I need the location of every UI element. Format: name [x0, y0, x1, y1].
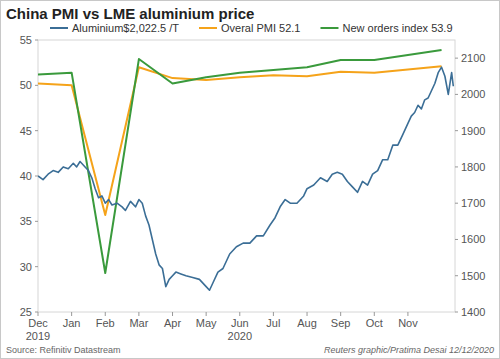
x-tick-label: Sep — [331, 317, 351, 329]
legend-label: Overal PMI 52.1 — [221, 22, 300, 34]
y2-tick-label: 2100 — [461, 52, 485, 64]
source: Source: Refinitiv Datastream — [6, 345, 121, 355]
x-tick-label: May — [196, 317, 217, 329]
plot-frame — [38, 40, 455, 312]
y2-tick — [455, 312, 458, 313]
y-tick-label: 35 — [20, 215, 32, 227]
y2-tick — [455, 239, 458, 240]
credit: Reuters graphic/Pratima Desai 12/12/2020 — [324, 345, 494, 355]
x-tick-label: Jun — [231, 317, 249, 329]
x-tick-label: Jan — [63, 317, 81, 329]
x-tick — [105, 312, 106, 316]
x-tick-label: Apr — [164, 317, 181, 329]
legend-swatch — [50, 27, 68, 29]
y2-tick-label: 1800 — [461, 161, 485, 173]
y2-tick — [455, 166, 458, 167]
y2-tick-label: 1500 — [461, 270, 485, 282]
x-tick-label: Aug — [297, 317, 317, 329]
legend-label: Aluminium$2,022.5 /T — [72, 22, 179, 34]
legend: Aluminium$2,022.5 /T Overal PMI 52.1 New o… — [50, 22, 453, 34]
x-tick — [239, 312, 240, 316]
y2-tick-label: 1700 — [461, 197, 485, 209]
y-tick-label: 40 — [20, 170, 32, 182]
y-tick-label: 45 — [20, 125, 32, 137]
x-tick-label: Nov — [398, 317, 418, 329]
legend-swatch — [320, 27, 338, 29]
series-line — [38, 67, 453, 290]
x-tick — [340, 312, 341, 316]
title: China PMI vs LME aluminium price — [6, 5, 254, 22]
y-tick — [35, 40, 38, 41]
y2-tick — [455, 130, 458, 131]
y2-tick — [455, 275, 458, 276]
border — [1, 1, 500, 359]
y2-tick-label: 1900 — [461, 125, 485, 137]
year-label: 2019 — [26, 330, 50, 342]
y2-tick-label: 1600 — [461, 233, 485, 245]
x-tick-label: Feb — [96, 317, 115, 329]
x-tick — [38, 312, 39, 316]
y2-tick — [455, 94, 458, 95]
y-tick — [35, 266, 38, 267]
legend-swatch — [199, 27, 217, 29]
x-tick-label: Dec — [28, 317, 48, 329]
year-label: 2020 — [228, 330, 252, 342]
y-tick-label: 55 — [20, 34, 32, 46]
x-tick — [273, 312, 274, 316]
x-tick — [407, 312, 408, 316]
x-tick — [138, 312, 139, 316]
y-tick — [35, 221, 38, 222]
y-tick-label: 30 — [20, 261, 32, 273]
plot-area — [38, 50, 453, 290]
x-tick-label: Jul — [266, 317, 280, 329]
y2-tick-label: 2000 — [461, 88, 485, 100]
x-tick-label: Oct — [366, 317, 383, 329]
x-tick — [172, 312, 173, 316]
y-tick-label: 50 — [20, 79, 32, 91]
y2-tick-label: 1400 — [461, 306, 485, 318]
y-tick — [35, 130, 38, 131]
x-tick — [374, 312, 375, 316]
x-tick — [206, 312, 207, 316]
x-tick-label: Mar — [129, 317, 148, 329]
x-tick — [307, 312, 308, 316]
x-tick — [71, 312, 72, 316]
series-line — [38, 66, 442, 215]
chart: China PMI vs LME aluminium price25303540… — [0, 0, 500, 359]
legend-label: New orders index 53.9 — [342, 22, 452, 34]
y-tick — [35, 176, 38, 177]
y2-tick — [455, 58, 458, 59]
y2-tick — [455, 203, 458, 204]
y-tick — [35, 85, 38, 86]
